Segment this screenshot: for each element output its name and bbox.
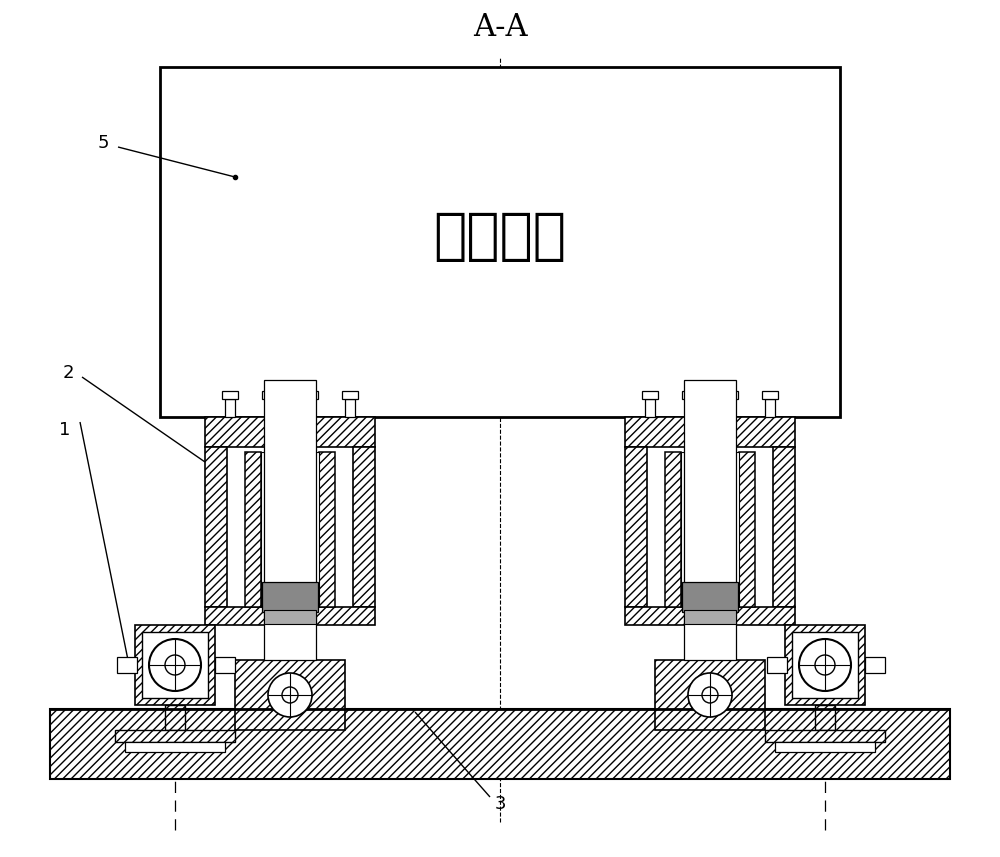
Bar: [262, 582, 318, 612]
Bar: [765, 399, 775, 417]
Text: 1: 1: [59, 421, 71, 439]
Bar: [625, 723, 790, 735]
Bar: [142, 632, 208, 698]
Bar: [235, 660, 345, 730]
Bar: [722, 391, 738, 399]
Bar: [665, 452, 681, 607]
Bar: [773, 447, 795, 607]
Bar: [215, 657, 235, 673]
Text: 设备设施: 设备设施: [434, 210, 566, 264]
Bar: [682, 391, 698, 399]
Bar: [642, 391, 658, 399]
Circle shape: [149, 639, 201, 691]
Bar: [319, 452, 335, 607]
Text: 3: 3: [494, 795, 506, 813]
Bar: [305, 399, 315, 417]
Circle shape: [268, 673, 312, 717]
Text: 5: 5: [97, 134, 109, 152]
Bar: [245, 452, 261, 607]
Bar: [125, 742, 225, 752]
Bar: [767, 657, 787, 673]
Bar: [165, 705, 185, 730]
Bar: [625, 447, 647, 607]
Bar: [865, 657, 885, 673]
Bar: [205, 607, 375, 625]
Bar: [264, 610, 316, 624]
Bar: [625, 607, 795, 625]
Bar: [625, 417, 795, 447]
Circle shape: [165, 655, 185, 675]
Circle shape: [815, 655, 835, 675]
Bar: [684, 610, 736, 624]
Circle shape: [688, 673, 732, 717]
Text: 2: 2: [62, 364, 74, 382]
Circle shape: [799, 639, 851, 691]
Circle shape: [282, 687, 298, 703]
Bar: [342, 391, 358, 399]
Bar: [210, 723, 375, 735]
Bar: [765, 730, 885, 742]
Bar: [225, 399, 235, 417]
Circle shape: [702, 687, 718, 703]
Bar: [117, 657, 137, 673]
Bar: [645, 399, 655, 417]
Bar: [222, 391, 238, 399]
Bar: [775, 742, 875, 752]
Bar: [682, 582, 738, 612]
Text: A-A: A-A: [473, 11, 527, 43]
Bar: [792, 632, 858, 698]
Bar: [725, 399, 735, 417]
Bar: [265, 399, 275, 417]
Bar: [135, 625, 215, 705]
Bar: [345, 399, 355, 417]
Bar: [262, 391, 278, 399]
Bar: [160, 67, 840, 417]
Bar: [785, 625, 865, 705]
Bar: [205, 447, 227, 607]
Bar: [739, 452, 755, 607]
Bar: [264, 380, 316, 660]
Bar: [684, 380, 736, 660]
Bar: [762, 391, 778, 399]
Bar: [50, 709, 950, 779]
Bar: [375, 723, 625, 735]
Bar: [302, 391, 318, 399]
Bar: [115, 730, 235, 742]
Bar: [685, 399, 695, 417]
Bar: [353, 447, 375, 607]
Bar: [815, 705, 835, 730]
Bar: [655, 660, 765, 730]
Bar: [205, 417, 375, 447]
Bar: [681, 452, 739, 607]
Bar: [261, 452, 319, 607]
